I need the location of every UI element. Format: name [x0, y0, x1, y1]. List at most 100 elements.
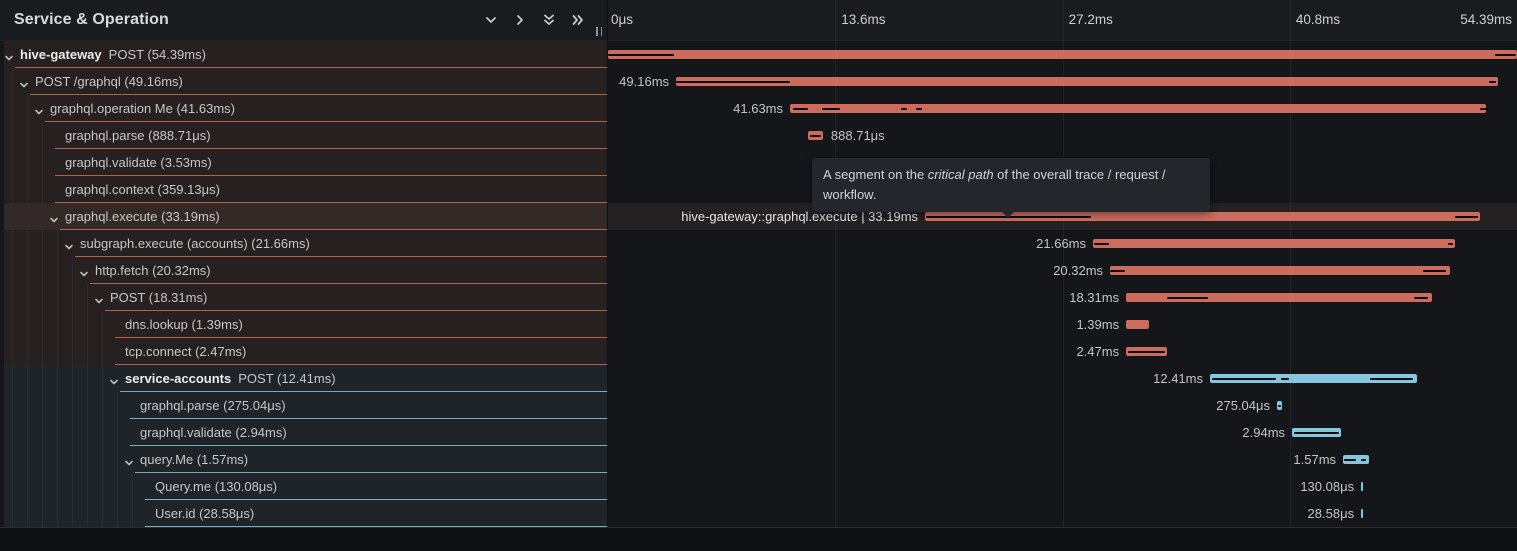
- span-duration-bar[interactable]: [1343, 455, 1370, 464]
- tree-indent-guide: [12, 149, 13, 176]
- span-name-label: service-accounts POST (12.41ms): [125, 371, 336, 386]
- span-tree-row[interactable]: User.id (28.58μs): [0, 500, 608, 527]
- row-chevron-down-icon[interactable]: [19, 77, 29, 88]
- span-tree-row[interactable]: query.Me (1.57ms): [0, 446, 608, 473]
- tree-indent-guide: [117, 392, 118, 419]
- row-chevron-down-icon[interactable]: [94, 293, 104, 304]
- tree-indent-guide: [57, 446, 58, 473]
- row-gutter: [0, 311, 4, 338]
- span-duration-label: 275.04μs: [1216, 398, 1271, 413]
- row-accent-underline: [45, 121, 608, 122]
- span-tree-row[interactable]: tcp.connect (2.47ms): [0, 338, 608, 365]
- span-tree-row[interactable]: graphql.parse (888.71μs): [0, 122, 608, 149]
- tree-indent-guide: [117, 473, 118, 500]
- timeline-row: 41.63ms: [608, 95, 1517, 122]
- span-duration-bar[interactable]: [1126, 320, 1150, 329]
- timeline-row: [608, 41, 1517, 68]
- tree-indent-guide: [27, 149, 28, 176]
- tree-indent-guide: [27, 230, 28, 257]
- span-tree-row[interactable]: POST (18.31ms): [0, 284, 608, 311]
- span-name-label: query.Me (1.57ms): [140, 452, 249, 467]
- tree-indent-guide: [42, 122, 43, 149]
- tree-indent-guide: [42, 365, 43, 392]
- span-name-label: subgraph.execute (accounts) (21.66ms): [80, 236, 310, 251]
- span-tree-row[interactable]: graphql.context (359.13μs): [0, 176, 608, 203]
- chevron-right-icon[interactable]: [512, 12, 528, 28]
- timeline-gridline: [1289, 41, 1291, 527]
- critical-path-segment: [676, 81, 790, 83]
- tree-indent-guide: [12, 95, 13, 122]
- span-duration-label: 1.39ms: [1076, 317, 1120, 332]
- critical-path-segment: [1488, 81, 1496, 83]
- tooltip-arrow: [1001, 211, 1015, 218]
- span-tree-row[interactable]: dns.lookup (1.39ms): [0, 311, 608, 338]
- span-duration-bar[interactable]: [1110, 266, 1450, 275]
- tree-indent-guide: [72, 446, 73, 473]
- span-tree-row[interactable]: graphql.execute (33.19ms): [0, 203, 608, 230]
- tree-indent-guide: [57, 338, 58, 365]
- row-chevron-down-icon[interactable]: [124, 455, 134, 466]
- row-gutter: [0, 419, 4, 446]
- double-chevron-right-icon[interactable]: [570, 12, 586, 28]
- row-chevron-down-icon[interactable]: [64, 239, 74, 250]
- tree-indent-guide: [117, 500, 118, 527]
- span-tree-row[interactable]: hive-gateway POST (54.39ms): [0, 41, 608, 68]
- tree-indent-guide: [132, 500, 133, 527]
- timeline-tick-label: 27.2ms: [1068, 12, 1113, 27]
- span-tree-row[interactable]: subgraph.execute (accounts) (21.66ms): [0, 230, 608, 257]
- critical-path-segment: [1128, 351, 1166, 353]
- row-accent-underline: [55, 175, 608, 176]
- span-name-label: hive-gateway POST (54.39ms): [20, 47, 206, 62]
- tree-indent-guide: [27, 338, 28, 365]
- double-chevron-down-icon[interactable]: [541, 12, 557, 28]
- row-chevron-down-icon[interactable]: [79, 266, 89, 277]
- span-duration-bar[interactable]: [925, 212, 1480, 221]
- span-tree-row[interactable]: POST /graphql (49.16ms): [0, 68, 608, 95]
- critical-path-segment: [1211, 378, 1276, 380]
- span-tree-row[interactable]: graphql.validate (2.94ms): [0, 419, 608, 446]
- tree-indent-guide: [42, 473, 43, 500]
- span-tree-row[interactable]: graphql.parse (275.04μs): [0, 392, 608, 419]
- row-chevron-down-icon[interactable]: [4, 50, 14, 61]
- span-tree-row[interactable]: graphql.validate (3.53ms): [0, 149, 608, 176]
- span-duration-bar[interactable]: [1093, 239, 1455, 248]
- tree-indent-guide: [102, 500, 103, 527]
- span-duration-bar[interactable]: [676, 77, 1498, 86]
- span-duration-bar[interactable]: [1361, 482, 1364, 491]
- tree-indent-guide: [27, 95, 28, 122]
- span-tree-row[interactable]: http.fetch (20.32ms): [0, 257, 608, 284]
- row-chevron-down-icon[interactable]: [109, 374, 119, 385]
- span-tree-row[interactable]: Query.me (130.08μs): [0, 473, 608, 500]
- row-accent-underline: [15, 67, 608, 68]
- timeline-tick-label: 54.39ms: [1460, 12, 1512, 27]
- timeline-row: 21.66ms: [608, 230, 1517, 257]
- span-tree-row[interactable]: service-accounts POST (12.41ms): [0, 365, 608, 392]
- tree-indent-guide: [102, 392, 103, 419]
- span-name-label: graphql.operation Me (41.63ms): [50, 101, 235, 116]
- timeline-row: 20.32ms: [608, 257, 1517, 284]
- span-duration-label: 41.63ms: [733, 101, 784, 116]
- span-duration-bar[interactable]: [1361, 509, 1364, 518]
- span-duration-bar[interactable]: [1126, 293, 1433, 302]
- span-duration-bar[interactable]: [608, 50, 1517, 59]
- span-name-label: User.id (28.58μs): [155, 506, 255, 521]
- span-duration-bar[interactable]: [790, 104, 1486, 113]
- span-tree-row[interactable]: graphql.operation Me (41.63ms): [0, 95, 608, 122]
- tree-indent-guide: [12, 500, 13, 527]
- tree-indent-guide: [12, 68, 13, 95]
- row-gutter: [0, 122, 4, 149]
- chevron-down-icon[interactable]: [483, 12, 499, 28]
- row-accent-underline: [115, 364, 608, 365]
- row-chevron-down-icon[interactable]: [34, 104, 44, 115]
- row-accent-underline: [55, 148, 608, 149]
- row-gutter: [0, 446, 4, 473]
- span-duration-bar[interactable]: [1209, 374, 1418, 383]
- timeline-row: 18.31ms: [608, 284, 1517, 311]
- row-chevron-down-icon[interactable]: [49, 212, 59, 223]
- tree-indent-guide: [57, 311, 58, 338]
- tree-indent-guide: [87, 473, 88, 500]
- tree-indent-guide: [42, 230, 43, 257]
- critical-path-segment: [793, 108, 809, 110]
- panel-resize-handle[interactable]: [593, 26, 605, 36]
- span-duration-label: 21.66ms: [1036, 236, 1087, 251]
